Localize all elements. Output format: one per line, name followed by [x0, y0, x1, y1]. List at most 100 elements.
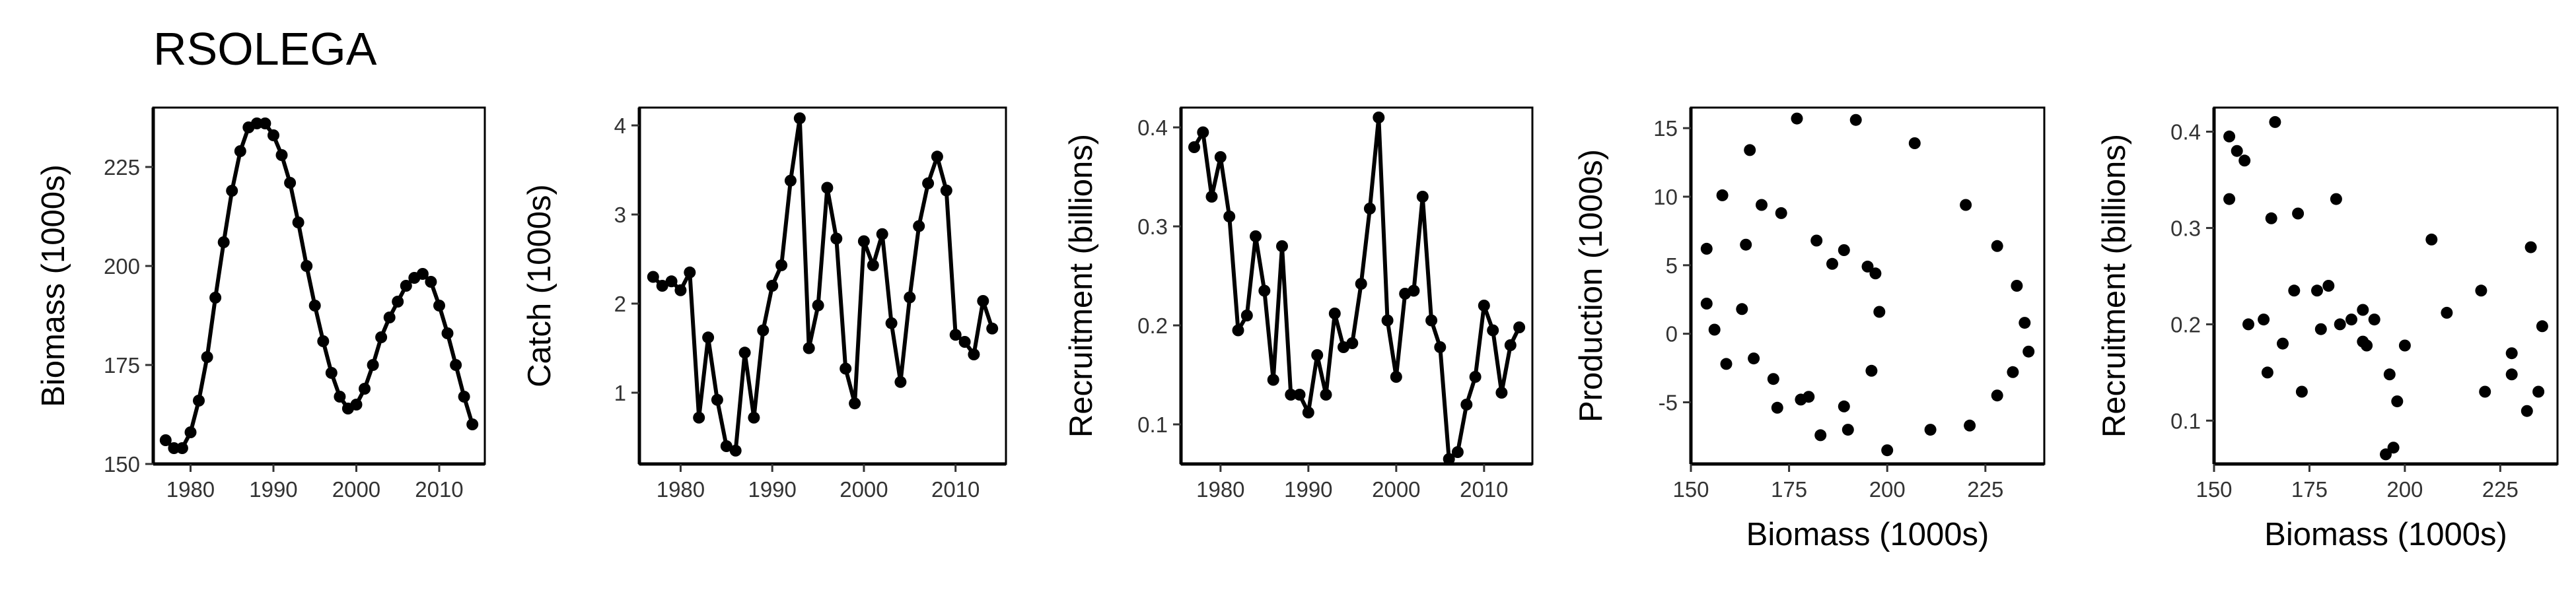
- data-point: [350, 399, 363, 411]
- y-tick-label: 0.2: [2170, 312, 2201, 337]
- data-point: [968, 348, 980, 360]
- data-point: [325, 367, 338, 379]
- series-line: [164, 121, 475, 450]
- data-point: [184, 426, 197, 438]
- y-tick-label: 150: [104, 452, 140, 477]
- data-point: [1960, 199, 1972, 211]
- data-point: [275, 149, 288, 161]
- data-point: [1748, 352, 1760, 365]
- data-point: [2475, 284, 2487, 297]
- data-point: [2011, 280, 2023, 292]
- data-point: [1720, 358, 1733, 370]
- data-point: [1205, 191, 1218, 203]
- data-point: [1740, 238, 1752, 251]
- data-point: [2380, 448, 2392, 461]
- data-point: [1355, 278, 1367, 290]
- data-point: [885, 317, 898, 329]
- data-point: [803, 342, 815, 354]
- data-point: [234, 145, 246, 157]
- data-point: [2505, 368, 2518, 381]
- data-point: [226, 185, 238, 197]
- data-point: [1744, 144, 1756, 156]
- data-point: [958, 336, 971, 348]
- y-tick-label: 1: [614, 381, 626, 405]
- data-point: [1838, 400, 1850, 412]
- data-point: [2441, 306, 2453, 319]
- data-point: [2425, 233, 2438, 246]
- y-tick-label: 225: [104, 155, 140, 180]
- data-point: [2345, 314, 2357, 326]
- data-point: [867, 259, 879, 271]
- data-point: [1487, 324, 1499, 337]
- data-point: [1771, 401, 1783, 414]
- panel-5: 150 175 200 225 0.1 0.2 0.3 0.4 Recruitment (bil…: [2096, 106, 2559, 552]
- data-point: [1408, 284, 1420, 297]
- data-point: [392, 296, 404, 308]
- data-point: [2505, 347, 2518, 360]
- y-tick-label: 3: [614, 203, 626, 227]
- data-point: [1849, 114, 1862, 126]
- data-point: [359, 383, 371, 395]
- y-tick-label: 15: [1653, 116, 1678, 141]
- data-point: [2022, 345, 2035, 358]
- data-point: [931, 150, 943, 163]
- data-point: [1700, 298, 1713, 310]
- panel-2: 1980 1990 2000 2010 1 2 3 4 Catch (1000s): [522, 106, 1007, 502]
- data-point: [1240, 310, 1253, 321]
- data-point: [2387, 442, 2400, 454]
- data-point: [209, 292, 222, 304]
- data-point: [2330, 193, 2342, 205]
- y-axis-label: Catch (1000s): [522, 184, 557, 387]
- x-tick-label: 225: [1967, 477, 2003, 502]
- y-tick-label: 5: [1666, 253, 1678, 278]
- data-point: [840, 362, 852, 375]
- data-point: [2334, 318, 2346, 331]
- data-point: [1814, 429, 1827, 442]
- data-point: [784, 174, 797, 187]
- x-tick-label: 200: [2386, 477, 2423, 502]
- data-point: [193, 395, 205, 407]
- data-point: [1736, 303, 1748, 315]
- y-tick-label: 0.4: [1137, 116, 1168, 140]
- data-point: [2322, 280, 2335, 292]
- data-point: [2258, 314, 2270, 326]
- y-axis-label: Production (1000s): [1573, 149, 1609, 422]
- data-point: [159, 434, 172, 446]
- data-point: [2265, 212, 2277, 224]
- data-point: [1285, 389, 1297, 401]
- data-point: [2368, 314, 2380, 326]
- data-point: [2311, 284, 2323, 297]
- data-point: [2223, 130, 2236, 143]
- x-tick-label: 2000: [840, 477, 888, 502]
- data-point: [1214, 151, 1227, 163]
- data-point: [1775, 207, 1787, 219]
- data-point: [1328, 308, 1341, 319]
- data-point: [775, 259, 788, 271]
- x-tick-label: 175: [1771, 477, 1807, 502]
- data-point: [1469, 371, 1482, 383]
- data-point: [2295, 385, 2308, 398]
- data-point: [849, 397, 861, 410]
- panel-3: 1980 1990 2000 2010 0.1 0.2 0.3 0.4 Recruitment …: [1063, 106, 1534, 502]
- data-point: [383, 312, 396, 323]
- figure-title: RSOLEGA: [153, 23, 377, 75]
- data-point: [1869, 267, 1882, 280]
- data-point: [1258, 284, 1271, 297]
- data-point: [1311, 349, 1324, 361]
- x-tick-label: 1990: [1284, 477, 1332, 502]
- x-tick-label: 2000: [1372, 477, 1420, 502]
- data-point: [2391, 395, 2404, 408]
- data-point: [1373, 112, 1385, 123]
- data-point: [2269, 116, 2281, 128]
- data-point: [720, 440, 733, 452]
- panel-4: 150 175 200 225 -5 0 5 10 15 Production (1000s) Bi…: [1573, 106, 2046, 552]
- x-tick-label: 2010: [1460, 477, 1508, 502]
- y-axis-label: Recruitment (billions): [1063, 134, 1099, 438]
- data-point: [1991, 240, 2003, 252]
- data-point: [1964, 419, 1976, 432]
- data-point: [1232, 324, 1244, 337]
- data-point: [1791, 112, 1803, 125]
- data-point: [433, 300, 445, 312]
- data-point: [729, 444, 742, 457]
- data-point: [949, 329, 962, 341]
